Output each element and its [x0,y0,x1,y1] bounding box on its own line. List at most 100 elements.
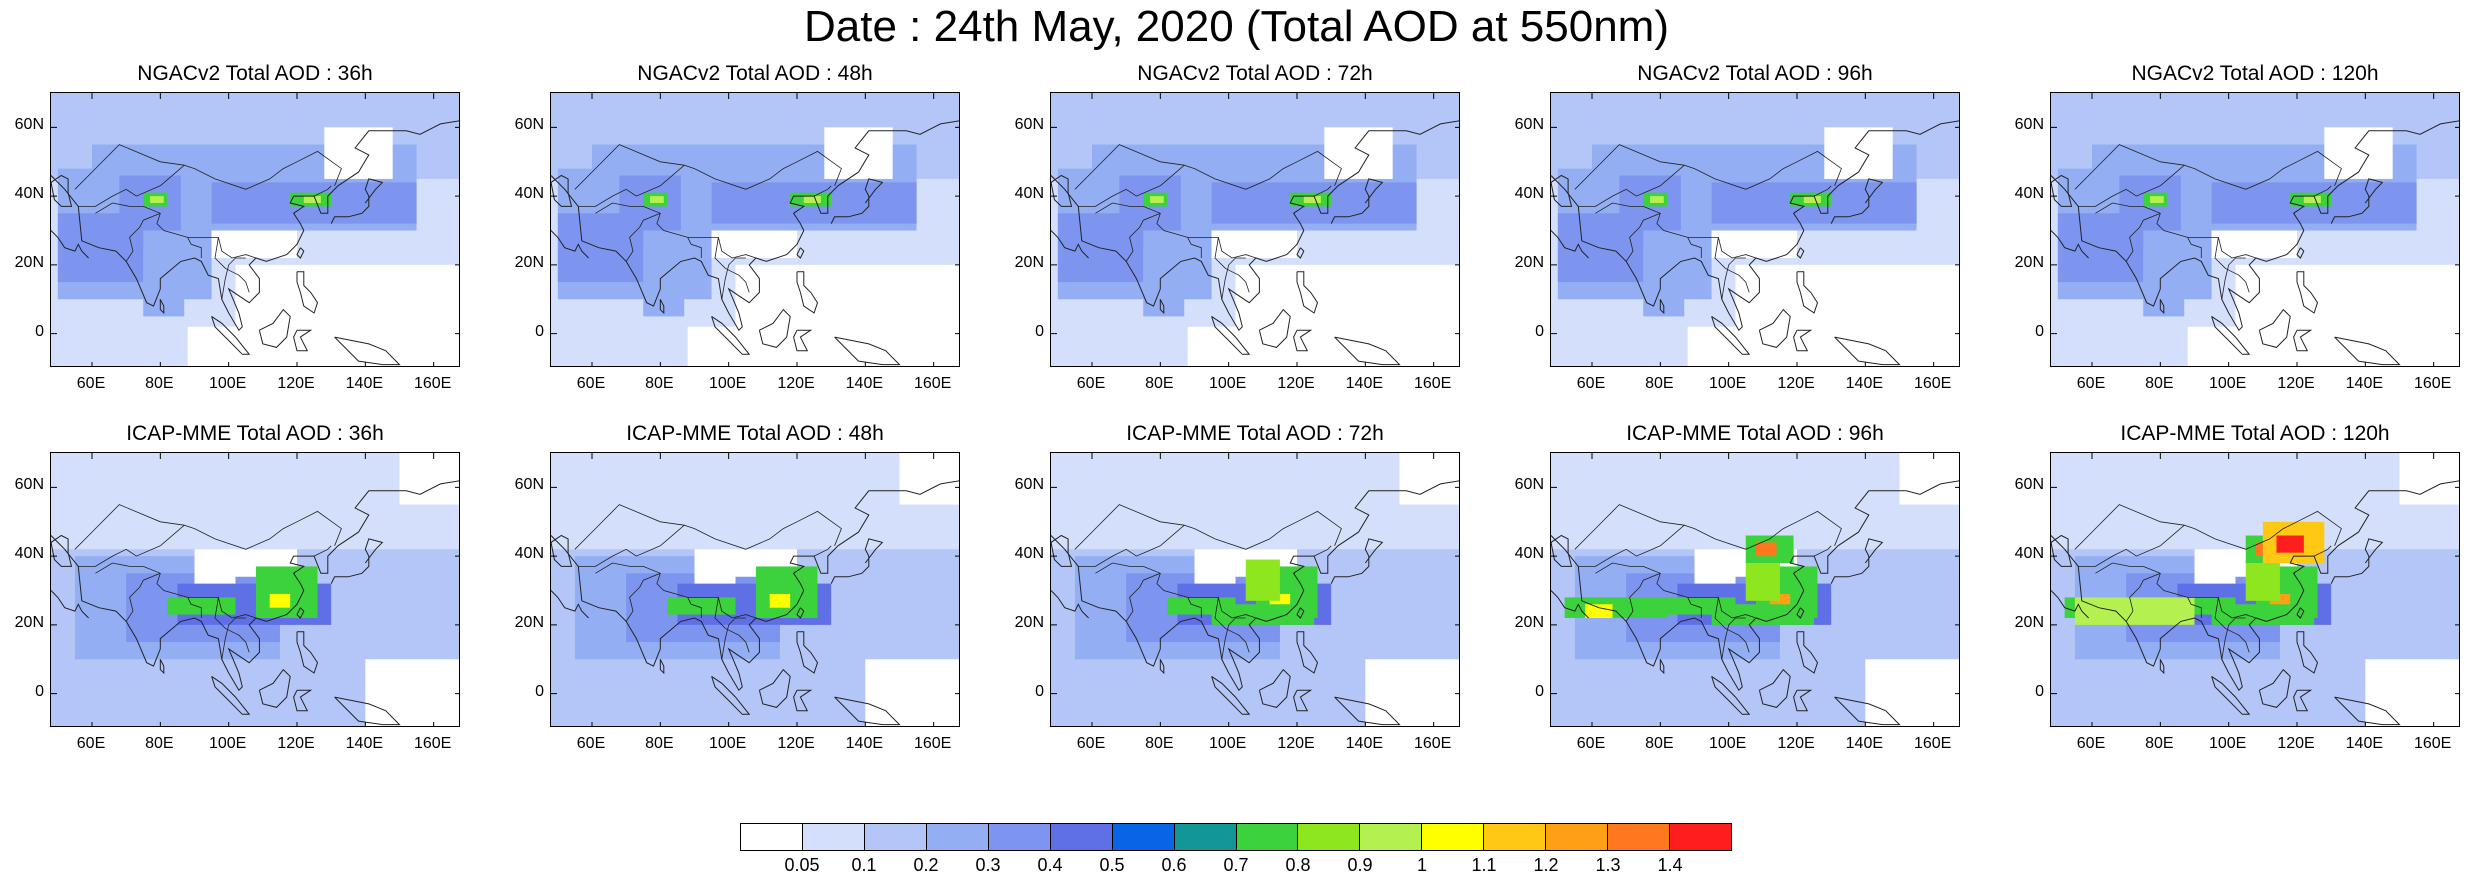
colorbar-cell [1050,824,1113,850]
aod-field-patch [2235,264,2459,366]
country-border [1078,185,1161,207]
coastline [2334,336,2401,366]
coastline [793,689,813,712]
country-border [574,504,685,550]
country-border [1095,562,1257,619]
aod-field-patch [865,659,959,726]
country-border [1187,237,1202,258]
lat-tick-label: 0 [1535,682,1544,700]
aod-field-patch [551,453,959,550]
country-border [2074,504,2185,550]
aod-field-patch [756,566,818,618]
coastline [1711,675,1751,715]
aod-field-patch [1745,559,1780,601]
lon-tick-label: 140E [2345,375,2384,392]
aod-field-patch [2150,196,2164,203]
aod-field-patch [256,566,318,618]
map-plot [1550,92,1960,367]
coastline [2296,271,2319,314]
lat-tick-label: 60N [1514,476,1544,494]
coastline [51,590,89,619]
panel-title: NGACv2 Total AOD : 48h [637,62,873,85]
lon-tick-label: 120E [277,375,315,392]
country-border [1313,545,1332,557]
coastline [830,178,884,224]
country-border [2214,237,2250,293]
coastline [1296,607,1305,619]
colorbar-label: 0.3 [975,855,1001,875]
coastline [659,659,665,675]
aod-map [1051,453,1459,726]
country-border [2125,572,2161,622]
lon-tick-label: 60E [1576,735,1606,752]
coastline [1051,230,1089,259]
coastline [793,329,813,352]
aod-field-patch [1756,542,1777,557]
lon-tick-label: 160E [1413,735,1452,752]
map-plot [50,92,460,367]
aod-map [551,453,959,726]
coastline [1793,689,1813,712]
coastline [51,174,73,207]
lat-tick-label: 60N [514,116,544,134]
colorbar-cell [1236,824,1299,850]
lon-tick-label: 100E [708,375,747,392]
colorbar-label: 0.05 [784,855,820,875]
coastline [551,534,573,567]
lat-tick-label: 20N [1514,253,1544,271]
map-plot [2050,452,2460,727]
coastline [2159,299,2165,315]
lon-tick-label: 140E [845,735,884,752]
map-plot [1050,92,1460,367]
country-border [1574,504,1685,550]
country-border [1813,545,1832,557]
country-border [160,510,342,550]
panel-title: NGACv2 Total AOD : 36h [137,62,373,85]
colorbar-label: 1.4 [1657,855,1683,875]
aod-field-patch [735,264,959,366]
coastline [796,631,819,674]
colorbar-label: 0.6 [1161,855,1187,875]
lon-tick-label: 160E [1913,735,1952,752]
coastline [1258,668,1291,708]
coastline [659,299,665,315]
lon-tick-label: 120E [1277,375,1315,392]
country-border [595,562,757,619]
country-border [1578,545,1661,567]
lat-tick-label: 40N [1014,545,1044,563]
lon-tick-label: 140E [1845,735,1884,752]
aod-field-patch [899,453,959,505]
aod-field-patch [235,264,459,366]
aod-field-patch [2074,597,2195,625]
country-border [1721,617,1746,660]
coastline [2330,538,2384,584]
aod-field-patch [1303,196,1321,203]
coastline [1834,336,1901,366]
lat-tick-label: 0 [1035,682,1044,700]
lon-tick-label: 80E [145,375,174,392]
lon-tick-label: 120E [277,735,315,752]
coastline [334,336,401,366]
coastline [1796,631,1819,674]
country-border [574,144,685,190]
lon-tick-label: 80E [145,735,174,752]
coastline [1051,534,1073,567]
country-border [125,212,161,262]
colorbar-cell [1608,824,1671,850]
country-border [1660,150,1842,190]
aod-field-patch [2303,196,2321,203]
aod-field-patch [2211,604,2315,625]
map-panel: NGACv2 Total AOD : 120h 60N 40N 20N 0 60E 80E 1… [2015,62,2460,392]
map-panel: ICAP-MME Total AOD : 36h 60N 40N 20N 0 60E 80E… [15,422,460,752]
coastline [1551,230,1589,259]
lon-tick-label: 140E [345,735,384,752]
aod-field-patch [2051,453,2459,550]
lon-tick-label: 140E [1845,375,1884,392]
country-border [2074,144,2185,190]
map-plot [1550,452,1960,727]
lon-tick-label: 100E [208,735,247,752]
country-border [2160,150,2342,190]
lon-tick-label: 60E [2076,735,2106,752]
lon-tick-label: 60E [1576,375,1606,392]
aod-field-patch [1803,196,1821,203]
